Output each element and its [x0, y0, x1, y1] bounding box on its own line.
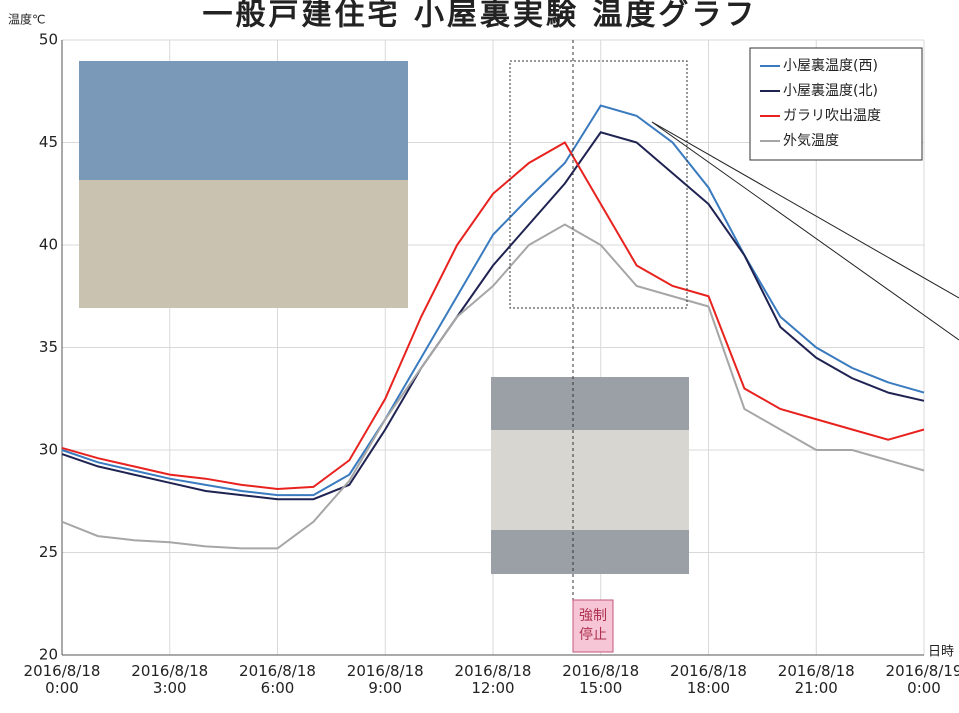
x-tick-label: 2016/8/18 0:00: [24, 662, 101, 697]
series-line: [61, 104, 925, 497]
x-tick-label: 2016/8/18 6:00: [239, 662, 316, 697]
photo-vents-wall: [491, 430, 689, 530]
legend-label: ガラリ吹出温度: [783, 108, 881, 124]
chart-title: 一般戸建住宅 小屋裏実験 温度グラフ: [203, 0, 758, 33]
series-line: [61, 141, 925, 490]
x-tick-label: 2016/8/18 18:00: [670, 662, 747, 697]
y-tick-label: 30: [39, 441, 58, 459]
series-line: [61, 223, 925, 550]
y-tick-label: 40: [39, 236, 58, 254]
legend-label: 小屋裏温度(北): [783, 82, 878, 99]
series-line: [61, 131, 925, 501]
y-tick-label: 20: [39, 646, 58, 664]
highlight-box: [509, 60, 688, 309]
pointer-line: [651, 121, 959, 341]
y-tick-label: 35: [39, 338, 58, 356]
y-tick-label: 25: [39, 543, 58, 561]
x-tick-label: 2016/8/18 21:00: [778, 662, 855, 697]
annotation-box: [572, 599, 614, 653]
x-tick-label: 2016/8/18 9:00: [347, 662, 424, 697]
annotation: 強制停止: [579, 608, 607, 643]
x-tick-label: 2016/8/19 0:00: [886, 662, 959, 697]
y-axis-label: 温度℃: [8, 12, 45, 27]
y-tick-label: 45: [39, 133, 58, 151]
x-axis-label: 日時: [928, 645, 954, 660]
legend-label: 小屋裏温度(西): [783, 57, 878, 74]
x-tick-label: 2016/8/18 12:00: [455, 662, 532, 697]
x-tick-label: 2016/8/18 3:00: [131, 662, 208, 697]
pointer-line: [651, 121, 959, 299]
legend-label: 外気温度: [783, 133, 839, 149]
photo-house-wall: [79, 180, 408, 308]
x-tick-label: 2016/8/18 15:00: [562, 662, 639, 697]
y-tick-label: 50: [39, 31, 58, 49]
